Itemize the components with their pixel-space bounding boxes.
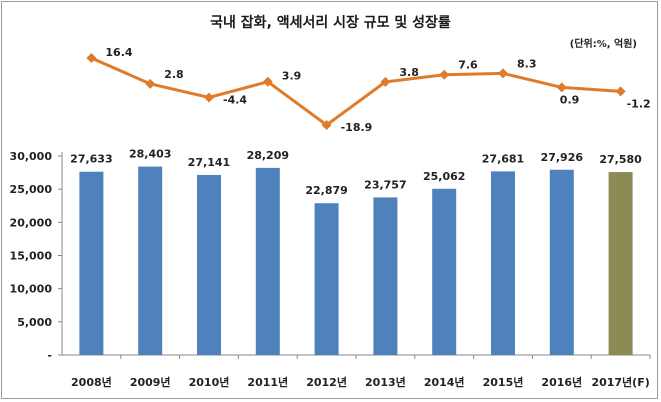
bar-value-label: 28,403 (129, 148, 171, 161)
bar-value-label: 25,062 (423, 170, 465, 183)
bar-value-label: 22,879 (305, 184, 347, 197)
bar-2015년 (491, 171, 515, 355)
x-tick-label: 2015년 (483, 375, 524, 389)
bar-2016년 (549, 169, 574, 355)
growth-marker (380, 76, 391, 87)
bar-value-label: 27,141 (188, 156, 230, 169)
bar-2014년 (432, 188, 457, 355)
growth-marker (145, 78, 156, 89)
growth-value-label: 2.8 (164, 68, 184, 81)
x-tick-label: 2009년 (130, 375, 171, 389)
chart-title: 국내 잡화, 액세서리 시장 규모 및 성장률 (210, 15, 451, 31)
growth-marker (321, 120, 332, 130)
growth-marker (86, 53, 97, 63)
x-tick-label: 2011년 (247, 375, 288, 389)
x-tick-label: 2014년 (424, 375, 465, 389)
growth-value-label: 16.4 (105, 46, 132, 59)
bar-2017년(F) (608, 172, 633, 355)
bar-value-label: 27,633 (70, 153, 112, 166)
bar-2011년 (255, 167, 280, 355)
growth-value-label: -18.9 (341, 121, 373, 134)
growth-marker (615, 86, 626, 97)
growth-value-label: -4.4 (223, 93, 247, 106)
bar-value-label: 27,926 (541, 151, 584, 164)
growth-value-label: 8.3 (517, 57, 537, 70)
growth-value-label: 7.6 (458, 59, 478, 72)
x-tick-label: 2013년 (365, 375, 406, 389)
growth-marker (204, 92, 214, 103)
bar-2012년 (314, 203, 339, 355)
x-tick-label: 2017년(F) (591, 375, 649, 389)
growth-marker (556, 82, 567, 93)
y-tick-label: 20,000 (10, 216, 53, 229)
x-tick-label: 2008년 (71, 375, 112, 389)
growth-marker (498, 68, 508, 79)
bar-2013년 (373, 197, 398, 355)
bar-2008년 (79, 171, 104, 355)
line-group: 16.4 2.8 -4.4 3.9 -18.9 3.8 7.6 8.3 0.9 -1.2 (86, 46, 651, 134)
bar-value-label: 23,757 (364, 178, 406, 191)
x-tick-label: 2012년 (306, 375, 347, 389)
growth-value-label: 3.8 (399, 66, 419, 79)
growth-value-label: 3.9 (282, 70, 302, 83)
bars-group: 27,633 28,403 27,141 28,209 22,879 23,757 25,0… (70, 148, 642, 355)
y-tick-label: 25,000 (10, 183, 53, 196)
y-tick-label: 15,000 (10, 250, 53, 263)
y-tick-label: 30,000 (10, 150, 53, 163)
x-tick-label: 2016년 (541, 375, 582, 389)
x-tick-label: 2010년 (189, 375, 230, 389)
y-tick-label: 5,000 (17, 316, 52, 329)
bar-2010년 (197, 174, 221, 355)
unit-note: (단위:%, 억원) (569, 39, 637, 50)
bar-value-label: 27,681 (482, 152, 524, 165)
axes-group: 30,000 25,000 20,000 15,000 10,000 5,000 - 2008… (10, 150, 651, 389)
growth-marker (439, 69, 450, 80)
bar-2009년 (138, 166, 163, 355)
growth-value-label: 0.9 (560, 93, 580, 106)
y-tick-label: - (47, 349, 52, 362)
growth-value-label: -1.2 (627, 97, 651, 110)
growth-line (90, 56, 621, 127)
bar-value-label: 28,209 (247, 149, 289, 162)
bar-value-label: 27,580 (599, 153, 642, 166)
growth-marker (262, 76, 273, 87)
y-tick-label: 10,000 (10, 283, 53, 296)
